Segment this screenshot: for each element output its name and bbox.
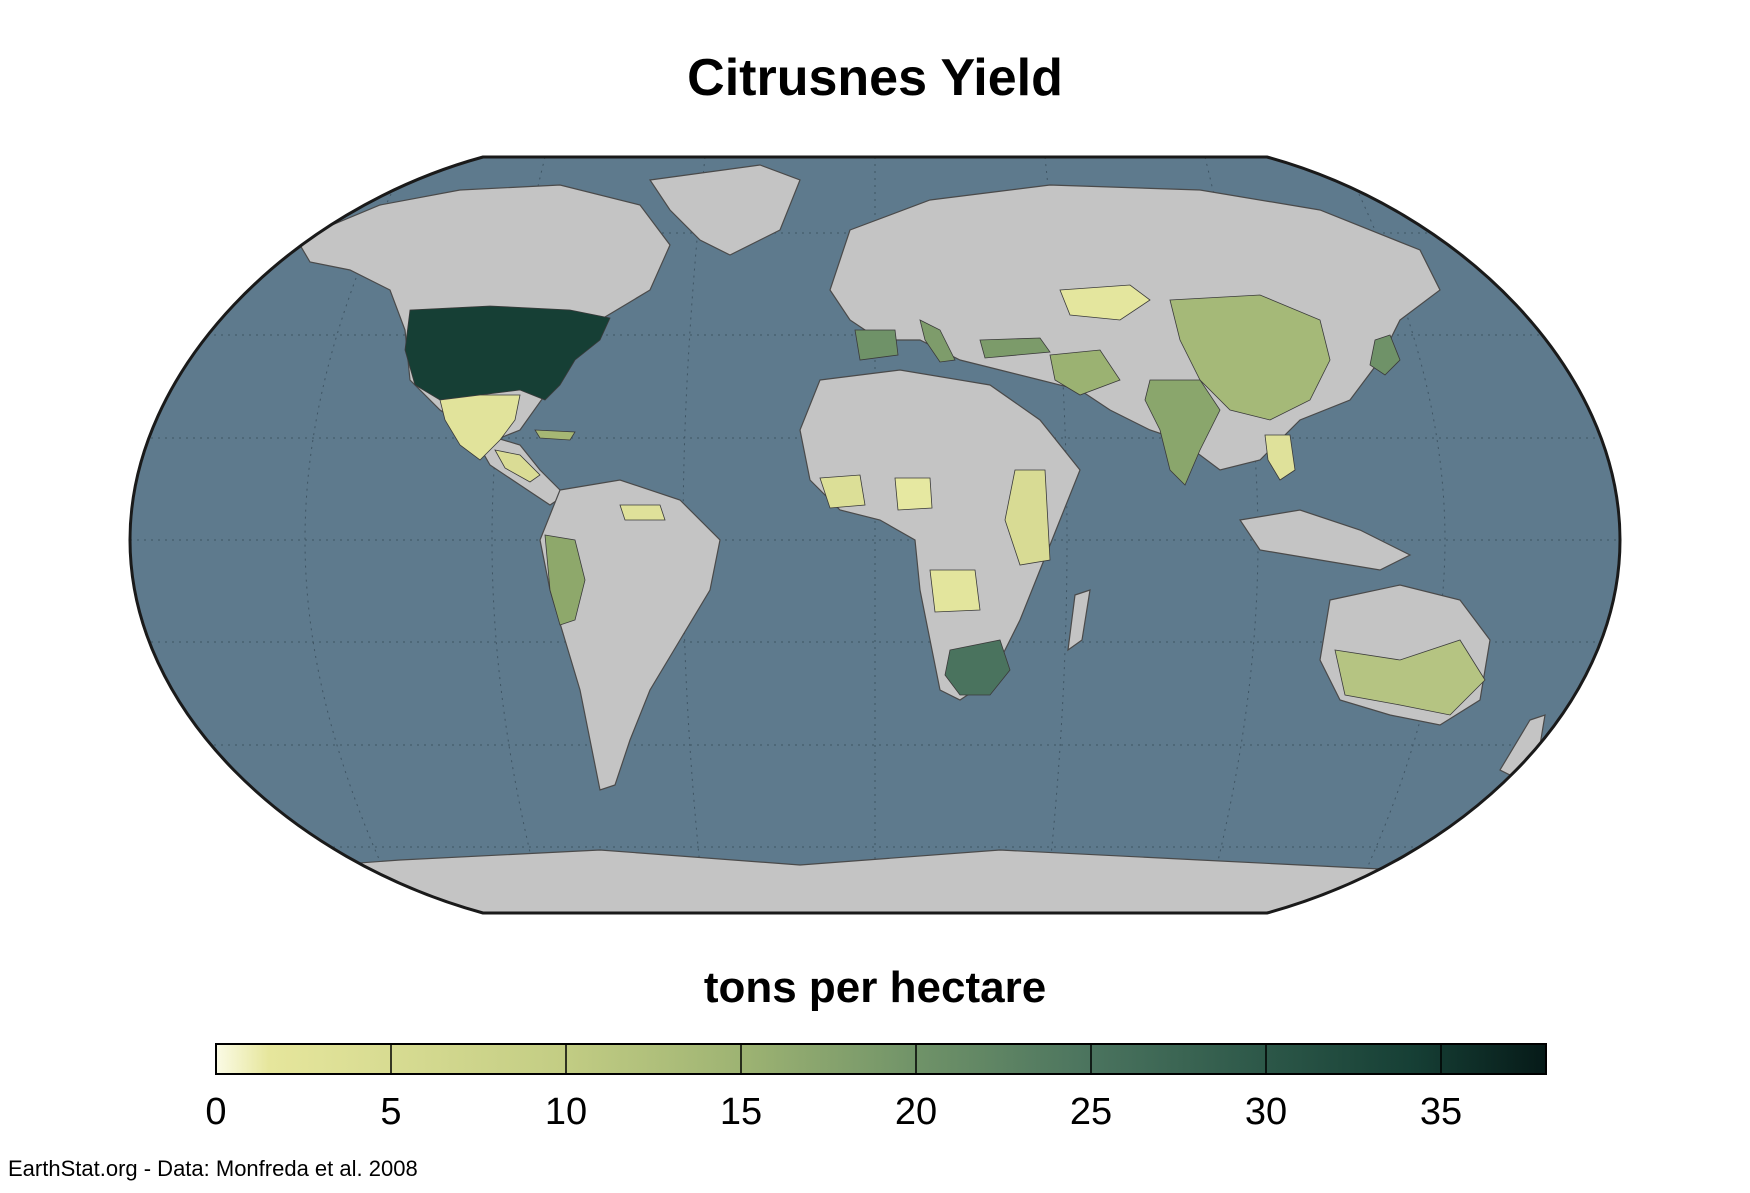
region-italy xyxy=(919,319,956,363)
region-china xyxy=(1169,294,1331,421)
region-venezuela-guyana xyxy=(619,504,666,521)
credit-text: EarthStat.org - Data: Monfreda et al. 20… xyxy=(8,1156,418,1181)
legend-tick-label: 25 xyxy=(1069,1091,1113,1133)
legend-tick-label: 35 xyxy=(1419,1091,1463,1133)
region-west-africa xyxy=(819,474,866,509)
region-spain xyxy=(854,329,899,361)
region-central-america xyxy=(494,449,541,483)
map-title: Citrusnes Yield xyxy=(687,49,1063,107)
region-united-states xyxy=(404,305,611,401)
legend-tick-label: 30 xyxy=(1244,1091,1288,1133)
region-angola xyxy=(929,569,981,613)
region-mexico xyxy=(439,394,521,461)
region-south-africa xyxy=(944,639,1011,696)
region-nigeria xyxy=(894,477,933,511)
region-japan xyxy=(1369,334,1401,376)
legend-tick-marks xyxy=(390,1044,1442,1074)
region-east-africa xyxy=(1004,469,1051,566)
region-india xyxy=(1144,379,1221,486)
legend-colorbar xyxy=(215,1043,1547,1075)
region-cuba xyxy=(534,429,576,441)
legend-tick-label: 20 xyxy=(894,1091,938,1133)
globe-outline xyxy=(128,155,1622,915)
yield-regions xyxy=(404,284,1486,716)
legend-tick-label: 5 xyxy=(380,1091,402,1133)
region-iran xyxy=(1049,349,1121,396)
region-thailand xyxy=(1264,434,1296,481)
region-peru xyxy=(544,534,586,626)
land xyxy=(130,164,1620,913)
region-australia xyxy=(1334,639,1486,716)
legend-tick-label: 10 xyxy=(544,1091,588,1133)
legend-title: tons per hectare xyxy=(703,963,1047,1012)
legend-tick-label: 0 xyxy=(205,1091,227,1133)
region-turkey xyxy=(979,337,1051,359)
legend-tick-label: 15 xyxy=(719,1091,763,1133)
region-kazakhstan xyxy=(1059,284,1151,321)
